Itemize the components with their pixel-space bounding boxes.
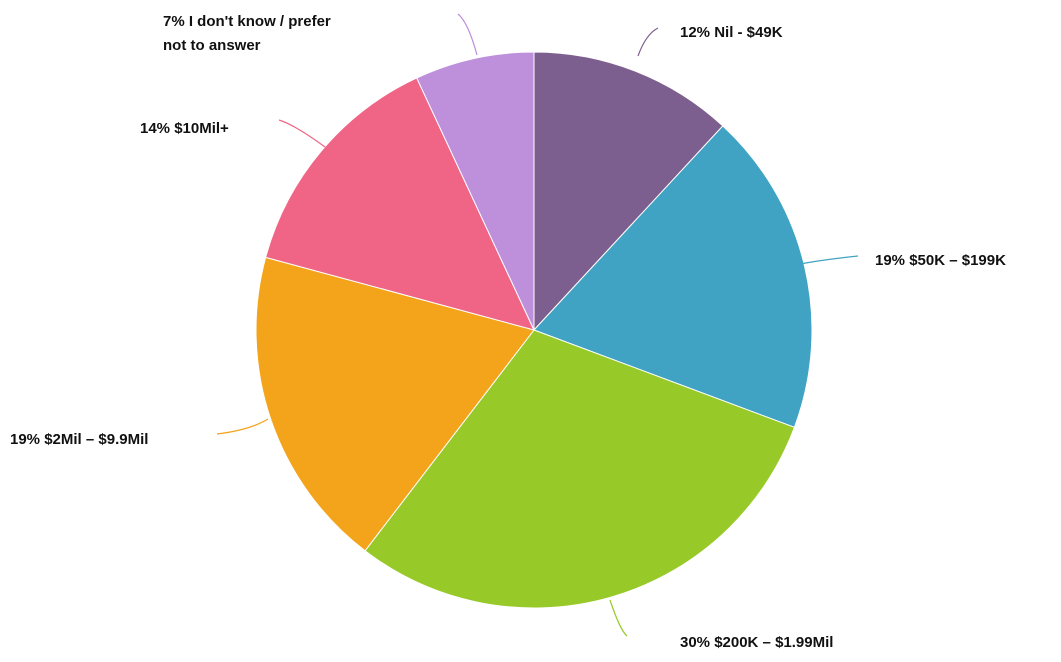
- leader-line-4: [216, 418, 269, 435]
- slice-label-5: 14% $10Mil+: [140, 120, 229, 137]
- slices-layer: [255, 51, 813, 609]
- slice-label-3: 30% $200K – $1.99Mil: [680, 634, 833, 651]
- leader-line-5: [278, 119, 326, 148]
- pie-slice-2: [533, 125, 813, 428]
- leader-line-1: [637, 27, 659, 57]
- slice-label-2: 19% $50K – $199K: [875, 252, 1006, 269]
- pie-slice-4: [255, 256, 535, 552]
- labels-layer: 12% Nil - $49K 19% $50K – $199K 30% $200K …: [10, 13, 1006, 651]
- leader-line-2: [794, 255, 859, 266]
- slice-label-6: 7% I don't know / prefer not to answer: [163, 13, 331, 54]
- pie-slice-1: [533, 51, 724, 332]
- leader-line-3: [609, 599, 628, 637]
- pie-slice-5: [265, 77, 535, 331]
- leader-lines-layer: [216, 13, 859, 637]
- pie-slice-6: [416, 51, 535, 331]
- slice-label-4: 19% $2Mil – $9.9Mil: [10, 431, 148, 448]
- leader-line-6: [457, 13, 478, 56]
- pie-slice-3: [364, 329, 796, 609]
- slice-label-1: 12% Nil - $49K: [680, 24, 783, 41]
